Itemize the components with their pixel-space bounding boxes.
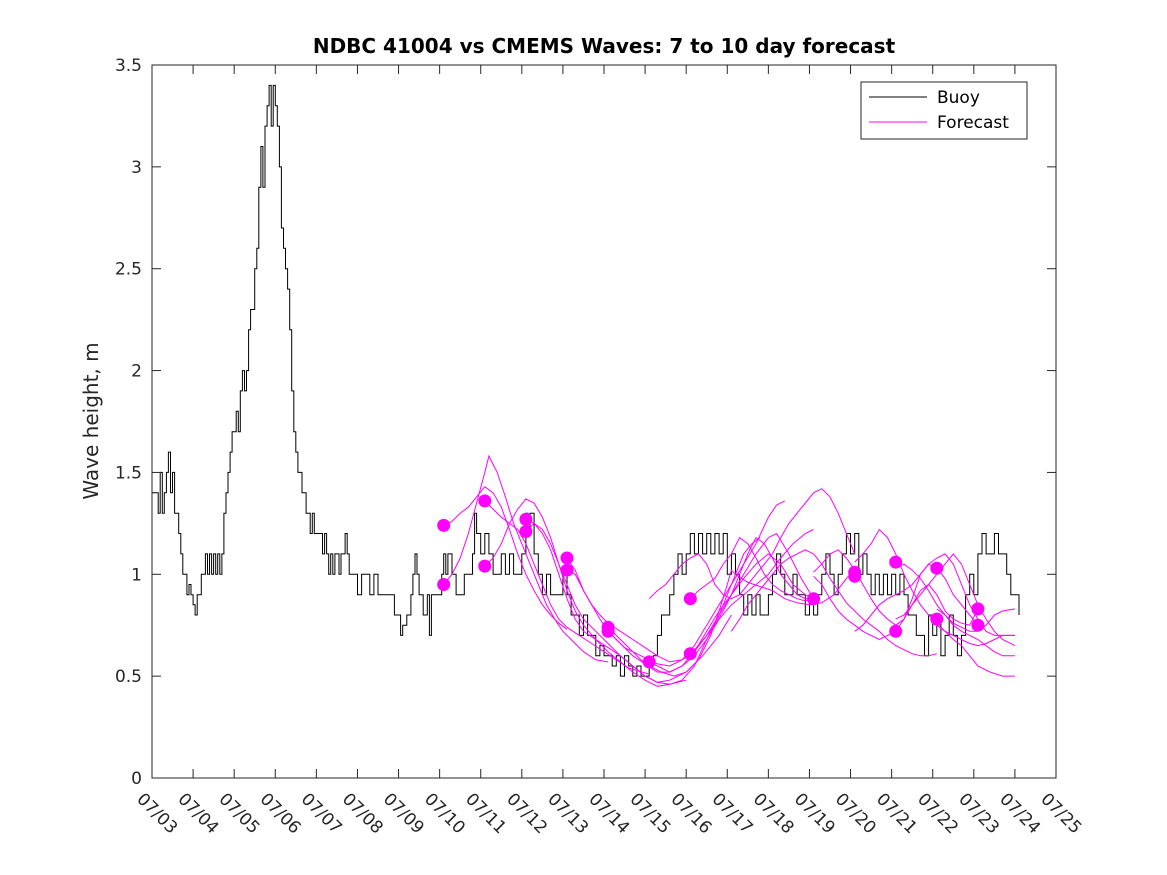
y-tick-label: 1.5 xyxy=(115,463,142,483)
forecast-start-marker-5 xyxy=(519,525,533,538)
forecast-run-line-1 xyxy=(443,454,609,663)
forecast-start-marker-18 xyxy=(930,561,944,575)
forecast-run-line-18 xyxy=(895,563,1015,657)
y-tick-label: 0.5 xyxy=(115,667,142,687)
forecast-start-marker-13 xyxy=(807,592,821,606)
forecast-start-marker-9 xyxy=(601,624,615,638)
forecast-run-line-12 xyxy=(689,536,814,655)
chart-title: NDBC 41004 vs CMEMS Waves: 7 to 10 day f… xyxy=(313,34,896,58)
forecast-start-marker-0 xyxy=(437,518,451,532)
forecast-run-line-11 xyxy=(689,536,814,602)
forecast-start-marker-1 xyxy=(437,578,451,591)
legend: Buoy Forecast xyxy=(860,81,1028,140)
forecast-start-marker-4 xyxy=(519,512,533,526)
forecast-run-line-17 xyxy=(854,553,1015,636)
legend-label-buoy: Buoy xyxy=(937,88,980,108)
forecast-run-line-0 xyxy=(443,486,568,630)
forecast-start-marker-11 xyxy=(683,592,697,606)
y-tick-label: 0 xyxy=(131,769,142,789)
y-tick-label: 1 xyxy=(131,565,142,585)
y-tick-label: 3 xyxy=(131,158,142,178)
y-tick-label: 2 xyxy=(131,362,142,382)
forecast-start-marker-6 xyxy=(560,551,574,565)
forecast-start-marker-20 xyxy=(971,602,985,616)
forecast-run-line-5 xyxy=(525,522,761,685)
forecast-start-marker-21 xyxy=(971,618,985,632)
forecast-start-marker-16 xyxy=(889,555,903,569)
legend-box xyxy=(860,81,1028,140)
forecast-start-marker-3 xyxy=(478,559,492,573)
forecast-run-line-3 xyxy=(484,498,687,687)
forecast-start-marker-7 xyxy=(560,563,574,577)
forecast-run-line-16 xyxy=(854,528,1015,677)
plot-area xyxy=(152,65,1056,778)
forecast-start-marker-10 xyxy=(642,655,656,669)
forecast-run-line-20 xyxy=(936,608,1015,632)
forecast-run-line-22 xyxy=(730,549,937,657)
forecast-run-line-21 xyxy=(936,624,1015,647)
forecast-run-line-19 xyxy=(895,553,1016,647)
y-tick-label: 3.5 xyxy=(115,56,142,76)
forecast-run-line-2 xyxy=(484,500,650,675)
legend-label-forecast: Forecast xyxy=(937,113,1009,133)
forecast-start-marker-2 xyxy=(478,494,492,508)
forecast-run-line-13 xyxy=(648,488,856,600)
y-axis-title: Wave height, m xyxy=(79,342,103,499)
forecast-start-marker-12 xyxy=(683,647,697,661)
forecast-start-marker-19 xyxy=(930,612,944,626)
forecast-start-marker-15 xyxy=(848,569,862,583)
series-layer xyxy=(152,84,1020,687)
forecast-run-line-8 xyxy=(607,569,856,677)
forecast-start-marker-17 xyxy=(889,624,903,638)
y-tick-label: 2.5 xyxy=(115,260,142,280)
buoy-series-line xyxy=(152,84,1020,677)
